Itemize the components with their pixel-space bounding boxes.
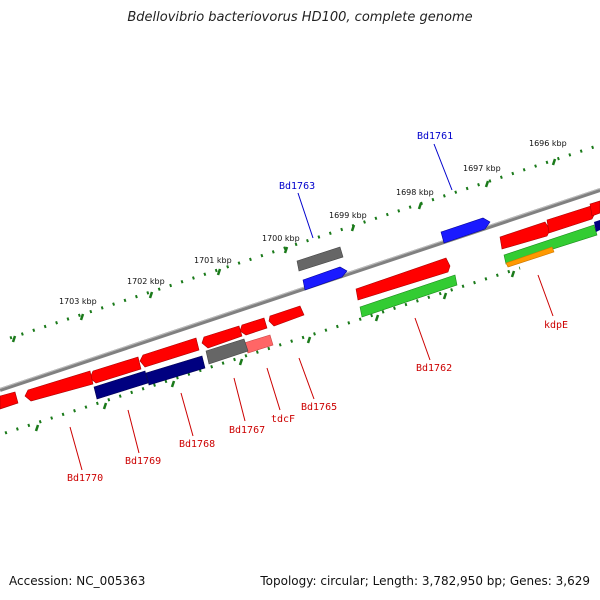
gene-red-2[interactable] — [499, 221, 551, 250]
major-ticks-lower — [34, 270, 516, 432]
gene-bd1762[interactable] — [359, 274, 458, 318]
gene-red-4[interactable] — [589, 200, 600, 217]
genome-stats-text: Topology: circular; Length: 3,782,950 bp… — [260, 574, 590, 588]
tick-label-1700: 1700 kbp — [262, 234, 300, 243]
genome-backbone-highlight — [0, 188, 600, 389]
gene-bd1765[interactable] — [268, 305, 305, 327]
gene-label-bd1763: Bd1763 — [279, 181, 315, 192]
tick-label-1698: 1698 kbp — [396, 188, 434, 197]
gene-bd1768[interactable] — [145, 355, 206, 386]
gene-red-3[interactable] — [546, 205, 596, 234]
gene-red-1[interactable] — [355, 257, 451, 301]
gene-red-5[interactable] — [239, 317, 268, 336]
leader-lines-reverse — [69, 274, 554, 471]
gene-label-bd1770: Bd1770 — [67, 473, 103, 484]
tick-label-1697: 1697 kbp — [463, 164, 501, 173]
gene-bd1763[interactable] — [302, 266, 348, 291]
gene-bd1767[interactable] — [205, 338, 249, 365]
gene-kdpe[interactable] — [505, 246, 555, 268]
major-ticks-upper — [11, 158, 557, 343]
scale-line-lower — [4, 266, 521, 435]
accession-text: Accession: NC_005363 — [9, 574, 146, 588]
gene-label-bd1769: Bd1769 — [125, 456, 161, 467]
gene-label-bd1767: Bd1767 — [229, 425, 265, 436]
gene-gray-upper[interactable] — [296, 246, 344, 272]
gene-red-6[interactable] — [201, 325, 243, 349]
gene-bd1770[interactable] — [24, 370, 94, 402]
gene-label-bd1768: Bd1768 — [179, 439, 215, 450]
tick-label-1701: 1701 kbp — [194, 256, 232, 265]
gene-label-bd1761: Bd1761 — [417, 131, 453, 142]
gene-navy-right[interactable] — [594, 220, 600, 232]
genome-backbone — [0, 188, 600, 392]
tick-label-1703: 1703 kbp — [59, 297, 97, 306]
tick-label-1696: 1696 kbp — [529, 139, 567, 148]
gene-label-bd1765: Bd1765 — [301, 402, 337, 413]
gene-tdcf[interactable] — [243, 334, 274, 354]
tick-label-1702: 1702 kbp — [127, 277, 165, 286]
gene-label-kdpe: kdpE — [544, 320, 568, 331]
gene-green-2[interactable] — [503, 224, 598, 265]
gene-red-7[interactable] — [139, 337, 200, 368]
gene-red-left-edge[interactable] — [0, 391, 19, 410]
gene-label-bd1762: Bd1762 — [416, 363, 452, 374]
scale-line-upper — [9, 143, 600, 340]
tick-label-1699: 1699 kbp — [329, 211, 367, 220]
leader-lines-forward — [297, 143, 453, 239]
gene-bd1761[interactable] — [440, 217, 491, 244]
gene-bd1769[interactable] — [93, 370, 149, 400]
gene-label-tdcf: tdcF — [271, 414, 295, 425]
map-title: Bdellovibrio bacteriovorus HD100, comple… — [127, 10, 473, 25]
